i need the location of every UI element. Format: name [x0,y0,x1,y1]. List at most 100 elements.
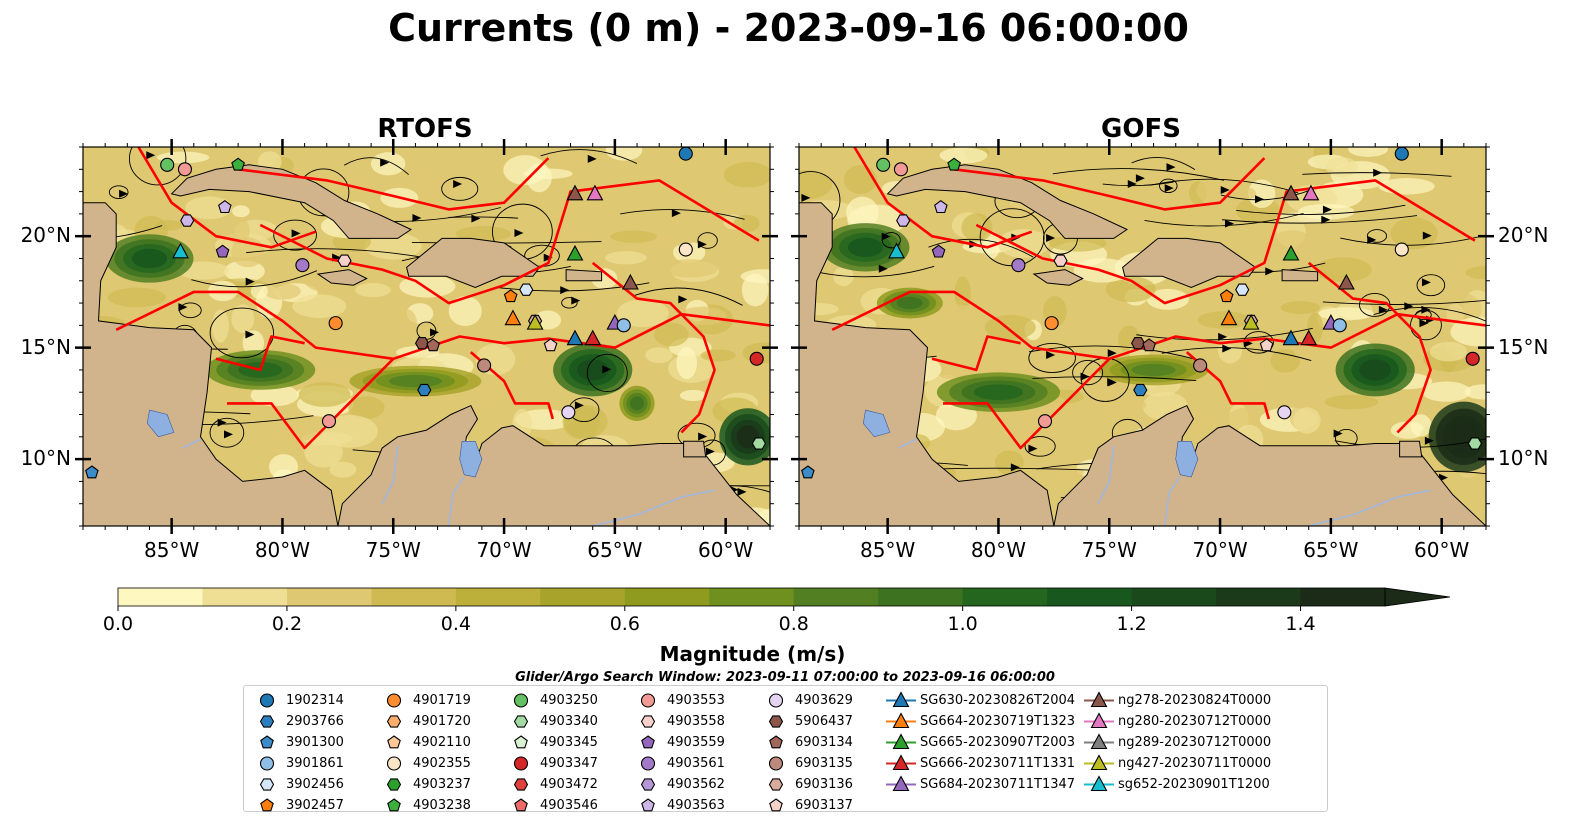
legend-label: SG665-20230907T2003 [920,735,1076,750]
float-marker[interactable] [621,273,639,290]
float-marker[interactable] [1235,283,1250,296]
triangle-marker-icon [886,733,916,750]
float-marker[interactable] [526,313,544,330]
hexagon-marker-icon [640,715,656,728]
float-marker[interactable] [947,157,961,171]
float-marker[interactable] [1193,358,1208,373]
float-marker[interactable] [172,242,189,259]
float-marker[interactable] [1302,184,1320,201]
float-marker[interactable] [1282,184,1300,201]
float-marker[interactable] [543,338,558,352]
float-marker[interactable] [295,258,310,273]
legend-label: 4903629 [795,693,853,708]
float-marker[interactable] [888,242,905,259]
float-marker[interactable] [1053,254,1068,267]
legend-column: 4903553 4903558 4903559 4903561 4903562 49035… [633,690,725,816]
float-marker[interactable] [586,184,604,201]
pentagon-marker-icon [387,735,401,749]
legend-entry: 4903562 [633,774,725,795]
float-marker[interactable] [749,351,764,366]
float-marker[interactable] [751,437,767,450]
float-marker[interactable] [231,157,245,171]
float-marker[interactable] [678,242,693,257]
float-marker[interactable] [896,214,911,227]
float-marker[interactable] [1394,147,1409,161]
colorbar-extend-arrow [1384,587,1451,607]
legend-column: SG630-20230826T2004 SG664-20230719T1323 SG… [886,690,1075,795]
float-marker[interactable] [1259,338,1274,352]
colorbar-segment [371,588,457,606]
colorbar-tick-label: 0.8 [778,613,809,635]
legend-label: 4903340 [540,714,598,729]
float-marker[interactable] [1465,351,1480,366]
float-marker[interactable] [321,414,337,429]
float-marker[interactable] [1037,414,1053,429]
float-marker[interactable] [561,405,576,420]
lat-tick-label: 20°N [20,223,71,248]
legend-label: SG630-20230826T2004 [920,693,1076,708]
colorbar-tick-label: 1.0 [947,613,978,635]
float-marker[interactable] [426,338,440,352]
float-marker[interactable] [1332,318,1347,333]
float-marker[interactable] [1011,258,1026,273]
float-marker[interactable] [417,383,432,397]
float-marker[interactable] [616,318,631,333]
float-marker[interactable] [519,283,534,296]
legend-entry: 3901861 [252,753,344,774]
float-marker[interactable] [1282,329,1300,346]
legend-label: 6903137 [795,798,853,813]
hexagon-marker-icon [386,715,402,728]
lon-tick-label: 75°W [1081,538,1137,562]
float-marker[interactable] [1337,273,1355,290]
float-marker[interactable] [1300,329,1318,346]
legend-label: 4903238 [413,798,471,813]
float-marker[interactable] [215,244,230,258]
legend-entry: 4902110 [379,732,471,753]
float-marker[interactable] [503,289,518,303]
float-marker[interactable] [1242,313,1260,330]
gofs-map[interactable] [732,139,1513,538]
legend-entry: 4903561 [633,753,725,774]
legend-entry: 3902457 [252,795,344,816]
float-marker[interactable] [328,316,343,331]
float-marker[interactable] [566,244,584,261]
float-marker[interactable] [477,358,492,373]
float-marker[interactable] [1142,338,1156,352]
lon-tick-label: 65°W [1303,538,1359,562]
float-marker[interactable] [584,329,602,346]
legend-entry: 6903137 [761,795,853,816]
float-marker[interactable] [893,162,908,177]
pentagon-marker-icon [387,798,401,812]
float-marker[interactable] [1394,242,1409,257]
float-marker[interactable] [934,200,948,214]
float-marker[interactable] [566,184,584,201]
float-marker[interactable] [678,147,693,161]
float-marker[interactable] [504,309,522,326]
legend-entry: ng278-20230824T0000 [1084,690,1271,711]
legend-entry: 4903237 [379,774,471,795]
lon-tick-label: 80°W [970,538,1027,562]
float-marker[interactable] [1220,309,1238,326]
lat-tick-label: 15°N [20,334,71,359]
float-marker[interactable] [160,157,175,172]
legend-entry: 4903563 [633,795,725,816]
float-marker[interactable] [85,465,99,479]
float-marker[interactable] [180,214,195,227]
float-marker[interactable] [177,162,192,177]
legend-label: 6903135 [795,756,853,771]
float-marker[interactable] [218,200,232,214]
float-marker[interactable] [337,254,352,267]
float-marker[interactable] [566,329,584,346]
float-marker[interactable] [1277,405,1292,420]
colorbar-segment [1216,588,1302,606]
float-marker[interactable] [801,465,815,479]
float-marker[interactable] [931,244,946,258]
circle-marker-icon [768,756,784,771]
float-marker[interactable] [876,157,891,172]
float-marker[interactable] [1467,437,1483,450]
rtofs-map[interactable] [0,132,843,545]
float-marker[interactable] [1044,316,1059,331]
float-marker[interactable] [1133,383,1148,397]
float-marker[interactable] [1219,289,1234,303]
float-marker[interactable] [1282,244,1300,261]
